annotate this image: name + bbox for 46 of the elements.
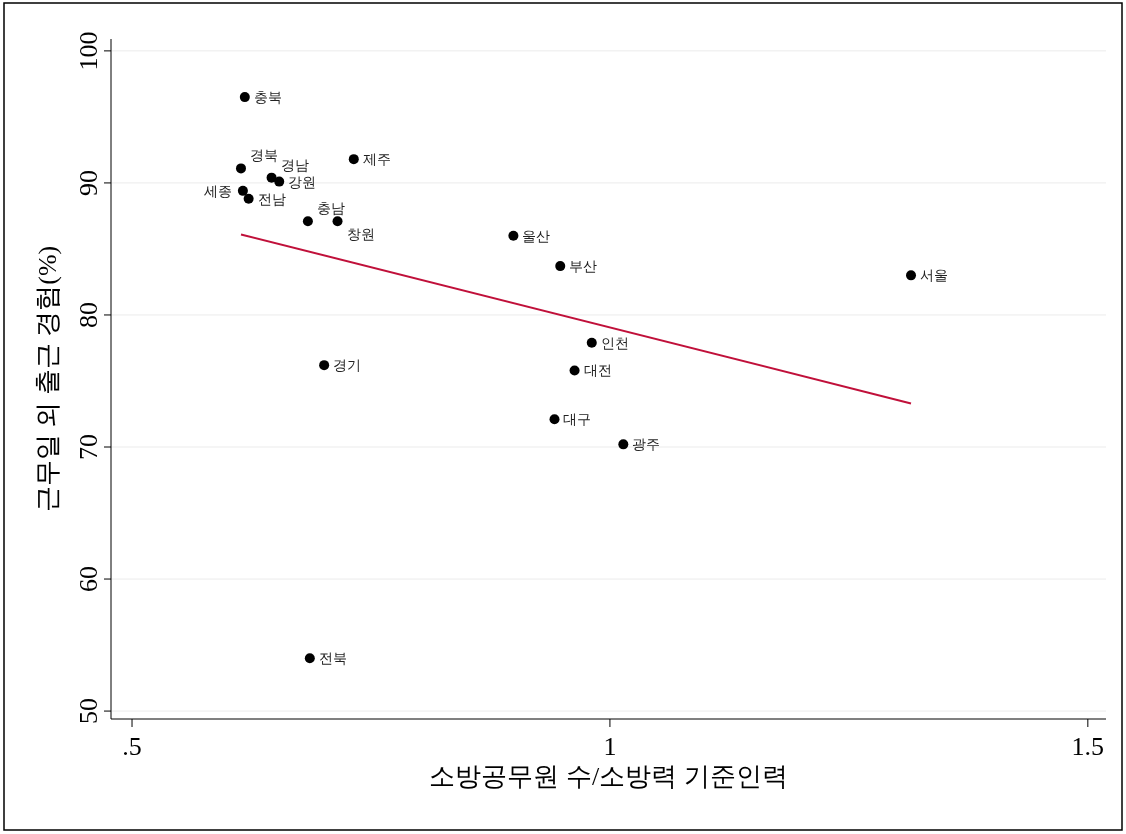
point xyxy=(555,261,566,272)
x-tick-label: .5 xyxy=(122,732,142,761)
point xyxy=(274,176,285,187)
annotation: 전남 xyxy=(257,190,286,207)
x-axis-title: 소방공무원 수/소방력 기준인력 xyxy=(429,762,788,791)
point xyxy=(243,193,254,204)
y-tick-label: 70 xyxy=(74,434,103,460)
annotation: 강원 xyxy=(288,173,317,190)
point xyxy=(508,230,519,241)
annotation: 부산 xyxy=(569,258,598,275)
annotation: 인천 xyxy=(600,334,629,351)
annotation: 대구 xyxy=(563,411,592,428)
y-tick-label: 60 xyxy=(74,566,103,593)
annotation: 서울 xyxy=(920,267,949,284)
annotation: 경북 xyxy=(249,147,278,164)
point xyxy=(237,185,248,196)
point xyxy=(618,439,629,450)
point xyxy=(235,163,246,174)
y-tick-label: 100 xyxy=(74,31,103,71)
point xyxy=(304,653,315,664)
point xyxy=(549,414,560,425)
point xyxy=(569,365,580,376)
x-tick-label: 1 xyxy=(603,732,617,761)
annotation: 창원 xyxy=(346,226,375,243)
annotation: 제주 xyxy=(362,151,391,168)
y-tick-label: 50 xyxy=(74,698,103,725)
point xyxy=(348,154,359,165)
annotation: 충북 xyxy=(253,89,282,106)
y-tick-label: 90 xyxy=(74,169,103,196)
annotation: 전북 xyxy=(318,650,347,667)
point xyxy=(332,216,343,227)
point xyxy=(239,92,250,103)
annotation: 충남 xyxy=(316,200,345,217)
point xyxy=(302,216,313,227)
annotation: 세종 xyxy=(203,182,232,199)
annotation: 울산 xyxy=(522,227,551,244)
annotation: 광주 xyxy=(632,436,661,453)
annotation: 경남 xyxy=(280,156,309,173)
y-axis-title: 근무일 외 출근 경험(%) xyxy=(33,245,62,513)
annotation: 대전 xyxy=(583,362,612,379)
point xyxy=(906,270,917,281)
annotation: 경기 xyxy=(333,357,362,374)
y-tick-label: 80 xyxy=(74,301,103,328)
point xyxy=(586,337,597,348)
point xyxy=(319,360,330,371)
x-tick-label: 1.5 xyxy=(1071,732,1105,761)
